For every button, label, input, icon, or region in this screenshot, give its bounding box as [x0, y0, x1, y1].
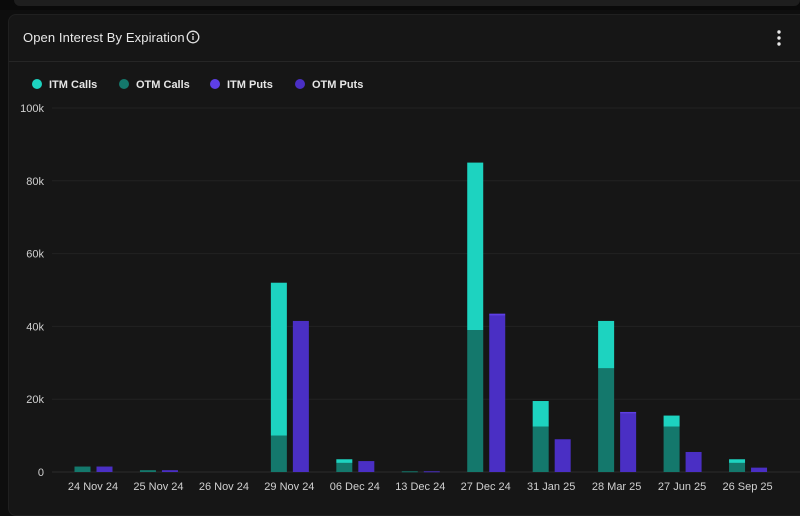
bar-otm-puts[interactable]: [423, 471, 440, 473]
bar-otm-calls[interactable]: [467, 330, 484, 472]
legend-label: ITM Puts: [227, 79, 273, 91]
legend-swatch: [210, 79, 220, 89]
bar-itm-calls[interactable]: [270, 282, 287, 436]
x-tick-label: 29 Nov 24: [264, 481, 314, 493]
legend-label: OTM Puts: [312, 79, 363, 91]
x-tick-label: 26 Sep 25: [722, 481, 772, 493]
bar-itm-puts[interactable]: [620, 411, 637, 414]
x-tick-label: 06 Dec 24: [330, 481, 380, 493]
legend-item[interactable]: ITM Calls: [32, 79, 97, 91]
bar-itm-calls[interactable]: [336, 459, 353, 463]
bar-otm-puts[interactable]: [161, 470, 178, 472]
top-strip: [0, 0, 800, 10]
bar-otm-calls[interactable]: [74, 466, 91, 472]
bar-itm-calls[interactable]: [598, 320, 615, 369]
y-tick-label: 100k: [20, 103, 44, 115]
bar-otm-calls[interactable]: [663, 426, 680, 473]
bar-otm-calls[interactable]: [336, 462, 353, 472]
legend-swatch: [32, 79, 42, 89]
info-icon[interactable]: [186, 30, 200, 44]
bar-otm-puts[interactable]: [292, 320, 309, 472]
bar-otm-puts[interactable]: [554, 439, 571, 472]
bar-otm-calls[interactable]: [598, 368, 615, 472]
bar-otm-puts[interactable]: [751, 467, 768, 472]
legend-item[interactable]: ITM Puts: [210, 79, 273, 91]
x-tick-label: 24 Nov 24: [68, 481, 118, 493]
legend-swatch: [119, 79, 129, 89]
bar-otm-puts[interactable]: [685, 451, 702, 472]
bar-itm-calls[interactable]: [663, 415, 680, 427]
y-tick-label: 20k: [26, 394, 44, 406]
y-tick-label: 40k: [26, 321, 44, 333]
x-tick-label: 27 Dec 24: [461, 481, 511, 493]
y-axis: 0 20k 40k 60k 80k 100k: [20, 103, 44, 479]
chart-grid: [52, 107, 800, 473]
open-interest-chart: ITM Calls OTM Calls ITM Puts OTM Puts 0 20k 4…: [20, 79, 800, 493]
bar-otm-puts[interactable]: [358, 461, 375, 472]
legend-swatch: [295, 79, 305, 89]
legend-item[interactable]: OTM Puts: [295, 79, 363, 91]
panel-title: Open Interest By Expiration: [23, 30, 185, 45]
bar-itm-calls[interactable]: [532, 401, 549, 427]
bar-otm-calls[interactable]: [270, 435, 287, 472]
legend-label: ITM Calls: [49, 79, 97, 91]
bar-otm-calls[interactable]: [729, 462, 746, 472]
x-axis: 24 Nov 24 25 Nov 24 26 Nov 24 29 Nov 24 06 D…: [68, 481, 773, 493]
bar-otm-puts[interactable]: [96, 466, 113, 472]
x-tick-label: 28 Mar 25: [592, 481, 642, 493]
bar-itm-calls[interactable]: [467, 162, 484, 331]
bar-otm-puts[interactable]: [620, 413, 637, 472]
panel-header: Open Interest By Expiration: [9, 15, 800, 62]
x-tick-label: 26 Nov 24: [199, 481, 249, 493]
x-tick-label: 31 Jan 25: [527, 481, 575, 493]
more-vertical-icon[interactable]: [771, 29, 787, 47]
bar-itm-puts[interactable]: [489, 313, 506, 316]
y-tick-label: 60k: [26, 249, 44, 261]
chart-legend: ITM Calls OTM Calls ITM Puts OTM Puts: [32, 79, 363, 91]
legend-label: OTM Calls: [136, 79, 190, 91]
y-tick-label: 0: [38, 467, 44, 479]
bar-otm-puts[interactable]: [489, 315, 506, 472]
y-tick-label: 80k: [26, 176, 44, 188]
previous-panel-edge: [14, 0, 800, 6]
legend-item[interactable]: OTM Calls: [119, 79, 190, 91]
x-tick-label: 25 Nov 24: [133, 481, 183, 493]
bar-otm-calls[interactable]: [139, 470, 156, 472]
x-tick-label: 13 Dec 24: [395, 481, 445, 493]
bar-otm-calls[interactable]: [532, 426, 549, 473]
bar-itm-calls[interactable]: [729, 459, 746, 463]
x-tick-label: 27 Jun 25: [658, 481, 706, 493]
bar-otm-calls[interactable]: [401, 471, 418, 473]
chart-bars: [74, 162, 768, 473]
